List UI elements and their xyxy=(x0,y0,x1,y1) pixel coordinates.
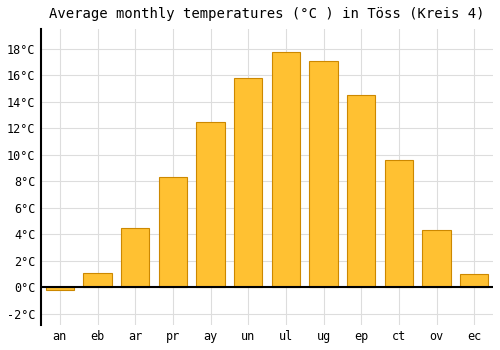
Bar xyxy=(46,287,74,290)
Bar xyxy=(234,78,262,287)
Bar xyxy=(385,160,413,287)
Bar xyxy=(121,228,150,287)
Bar xyxy=(347,95,376,287)
Bar xyxy=(158,177,187,287)
Title: Average monthly temperatures (°C ) in Töss (Kreis 4): Average monthly temperatures (°C ) in Tö… xyxy=(50,7,485,21)
Bar xyxy=(196,122,224,287)
Bar xyxy=(310,61,338,287)
Bar xyxy=(272,51,300,287)
Bar xyxy=(460,274,488,287)
Bar xyxy=(422,230,450,287)
Bar xyxy=(84,273,112,287)
